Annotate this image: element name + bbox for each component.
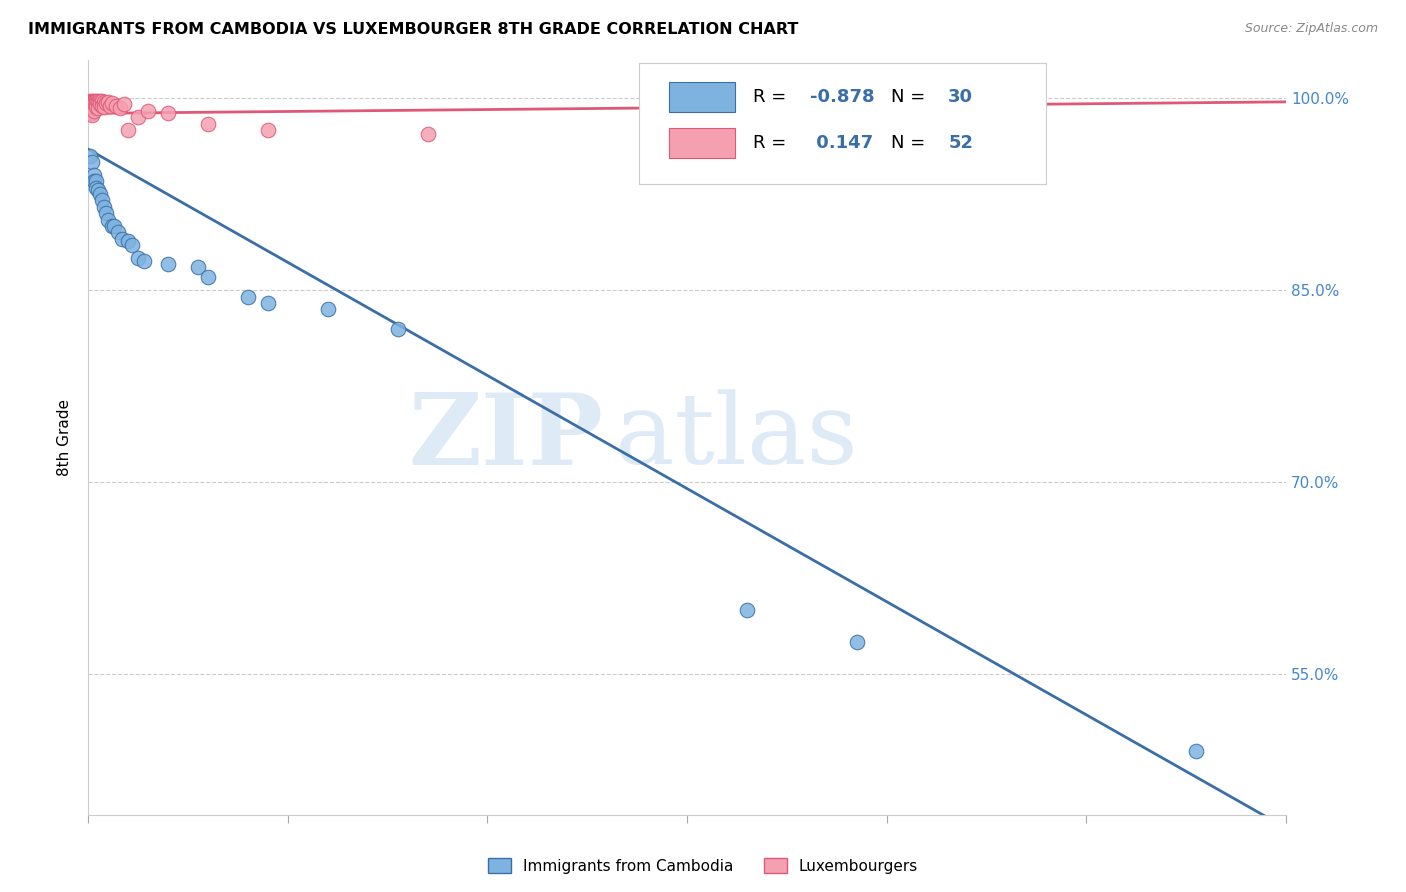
Text: 52: 52 bbox=[948, 134, 973, 152]
Point bbox=[79, 148, 101, 162]
FancyBboxPatch shape bbox=[669, 82, 735, 112]
FancyBboxPatch shape bbox=[669, 128, 735, 158]
Text: R =: R = bbox=[754, 134, 792, 152]
Point bbox=[82, 108, 104, 122]
Point bbox=[94, 206, 117, 220]
Point bbox=[82, 103, 104, 117]
Point bbox=[716, 117, 738, 131]
Point bbox=[101, 219, 124, 233]
Point bbox=[91, 94, 114, 108]
Point bbox=[83, 94, 105, 108]
Point bbox=[84, 100, 107, 114]
Point bbox=[83, 95, 105, 109]
Point bbox=[1185, 744, 1208, 758]
Point bbox=[105, 98, 128, 112]
Point bbox=[87, 96, 110, 111]
Point bbox=[87, 94, 110, 108]
Point bbox=[79, 95, 101, 109]
Point bbox=[79, 94, 101, 108]
Text: ZIP: ZIP bbox=[408, 389, 603, 486]
Point bbox=[416, 127, 439, 141]
Point bbox=[82, 96, 104, 111]
Point bbox=[156, 258, 179, 272]
Point bbox=[197, 270, 219, 285]
FancyBboxPatch shape bbox=[640, 63, 1046, 185]
Point bbox=[97, 95, 120, 109]
Point bbox=[316, 302, 339, 317]
Point bbox=[89, 94, 111, 108]
Point bbox=[121, 238, 143, 252]
Point bbox=[87, 183, 110, 197]
Point bbox=[94, 96, 117, 111]
Point bbox=[112, 97, 135, 112]
Text: -0.878: -0.878 bbox=[810, 88, 875, 106]
Point bbox=[82, 100, 104, 114]
Point bbox=[117, 235, 139, 249]
Point bbox=[79, 105, 101, 120]
Text: atlas: atlas bbox=[616, 390, 858, 485]
Point bbox=[87, 101, 110, 115]
Point bbox=[136, 103, 159, 118]
Point bbox=[91, 98, 114, 112]
Text: Source: ZipAtlas.com: Source: ZipAtlas.com bbox=[1244, 22, 1378, 36]
Point bbox=[82, 106, 104, 120]
Point bbox=[236, 289, 259, 303]
Point bbox=[127, 251, 149, 265]
Point bbox=[156, 106, 179, 120]
Point bbox=[187, 260, 209, 274]
Point bbox=[84, 174, 107, 188]
Y-axis label: 8th Grade: 8th Grade bbox=[58, 399, 72, 475]
Point bbox=[84, 180, 107, 194]
Text: 30: 30 bbox=[948, 88, 973, 106]
Point bbox=[101, 96, 124, 111]
Point bbox=[79, 101, 101, 115]
Point bbox=[82, 103, 104, 118]
Point bbox=[79, 96, 101, 111]
Point bbox=[79, 103, 101, 118]
Point bbox=[197, 117, 219, 131]
Point bbox=[91, 194, 114, 208]
Point bbox=[98, 98, 121, 112]
Text: 0.147: 0.147 bbox=[810, 134, 873, 152]
Text: N =: N = bbox=[890, 134, 931, 152]
Point bbox=[84, 94, 107, 108]
Point bbox=[82, 94, 104, 108]
Point bbox=[83, 168, 105, 182]
Point bbox=[93, 100, 115, 114]
Point bbox=[107, 226, 129, 240]
Point bbox=[103, 219, 125, 233]
Point bbox=[127, 110, 149, 124]
Point bbox=[132, 253, 155, 268]
Point bbox=[79, 103, 101, 117]
Point bbox=[256, 296, 278, 310]
Point bbox=[83, 174, 105, 188]
Point bbox=[82, 155, 104, 169]
Point bbox=[117, 123, 139, 137]
Point bbox=[79, 97, 101, 112]
Point bbox=[89, 187, 111, 202]
Point bbox=[93, 95, 115, 109]
Point bbox=[256, 123, 278, 137]
Text: N =: N = bbox=[890, 88, 931, 106]
Point bbox=[83, 103, 105, 118]
Point bbox=[845, 635, 868, 649]
Point bbox=[82, 97, 104, 112]
Point bbox=[97, 212, 120, 227]
Point bbox=[89, 97, 111, 112]
Point bbox=[111, 232, 134, 246]
Point bbox=[83, 97, 105, 112]
Point bbox=[82, 95, 104, 109]
Point bbox=[93, 200, 115, 214]
Point bbox=[83, 101, 105, 115]
Legend: Immigrants from Cambodia, Luxembourgers: Immigrants from Cambodia, Luxembourgers bbox=[482, 852, 924, 880]
Point bbox=[79, 100, 101, 114]
Point bbox=[79, 106, 101, 120]
Point bbox=[108, 101, 131, 115]
Point bbox=[735, 603, 758, 617]
Point bbox=[79, 98, 101, 112]
Point bbox=[387, 321, 409, 335]
Text: R =: R = bbox=[754, 88, 792, 106]
Text: IMMIGRANTS FROM CAMBODIA VS LUXEMBOURGER 8TH GRADE CORRELATION CHART: IMMIGRANTS FROM CAMBODIA VS LUXEMBOURGER… bbox=[28, 22, 799, 37]
Point bbox=[84, 96, 107, 111]
